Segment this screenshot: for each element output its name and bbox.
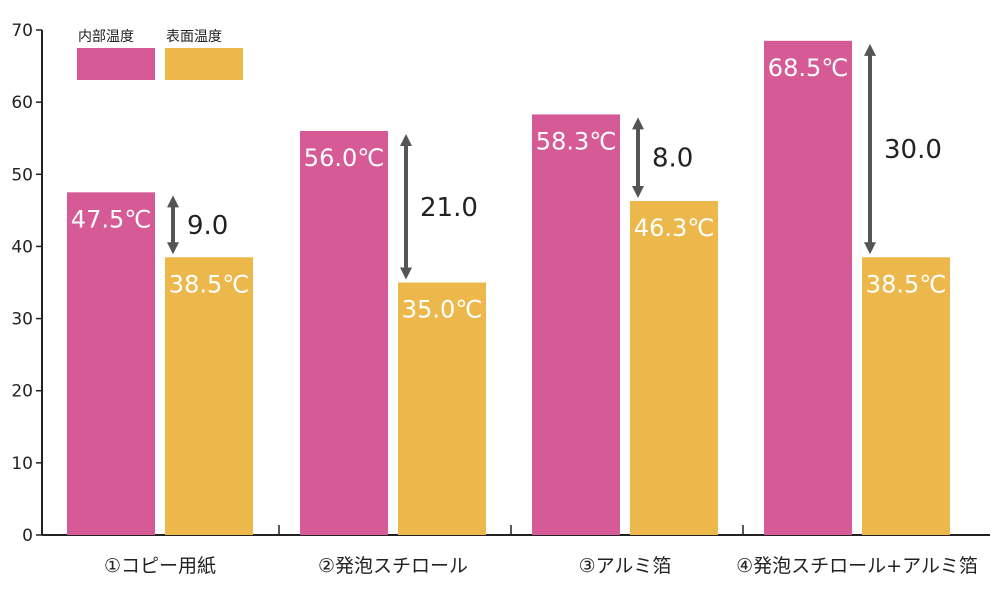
difference-arrows: 9.0 21.0 8.0 30.0 — [167, 43, 942, 280]
difference-arrow — [864, 43, 876, 255]
y-tick-label: 30 — [11, 310, 33, 330]
bar-value-label: 47.5℃ — [71, 205, 151, 233]
bar-value-label: 46.3℃ — [634, 214, 714, 242]
legend-swatch — [165, 48, 243, 80]
bar-internal — [532, 114, 620, 536]
difference-label: 9.0 — [187, 211, 228, 241]
bar-surface — [165, 257, 253, 535]
bar-value-label: 58.3℃ — [536, 127, 616, 155]
legend-label: 内部温度 — [78, 29, 134, 45]
difference-arrow — [400, 134, 412, 280]
bar-value-label: 38.5℃ — [169, 270, 249, 298]
bar-value-label: 56.0℃ — [304, 144, 384, 172]
difference-arrow — [167, 195, 179, 255]
legend: 内部温度 表面温度 — [77, 29, 243, 80]
x-category-label: ②発泡スチロール — [318, 555, 468, 577]
bar-value-label: 38.5℃ — [866, 270, 946, 298]
y-tick-label: 70 — [11, 21, 33, 41]
y-tick-label: 40 — [11, 237, 33, 257]
y-tick-label: 50 — [11, 165, 33, 185]
bar-surface — [630, 200, 718, 535]
bar-value-label: 35.0℃ — [402, 296, 482, 324]
bar-internal — [300, 131, 388, 535]
y-tick-label: 10 — [11, 454, 33, 474]
bar-surface — [862, 257, 950, 535]
difference-arrow — [632, 117, 644, 198]
difference-label: 21.0 — [420, 193, 478, 223]
legend-swatch — [77, 48, 155, 80]
x-category-label: ①コピー用紙 — [104, 555, 216, 577]
y-tick-label: 20 — [11, 382, 33, 402]
bar-internal — [67, 192, 155, 536]
bar-surface — [398, 282, 486, 535]
bar-internal — [764, 40, 852, 535]
bar-value-label: 68.5℃ — [768, 54, 848, 82]
difference-label: 30.0 — [884, 135, 942, 165]
y-tick-label: 0 — [22, 526, 33, 546]
legend-label: 表面温度 — [166, 29, 222, 45]
bars: 47.5℃ 38.5℃ ①コピー用紙 56.0℃ 35.0℃ ②発泡スチロール 58.3℃ 4… — [67, 40, 978, 577]
y-tick-label: 60 — [11, 93, 33, 113]
x-category-label: ④発泡スチロール+アルミ箔 — [736, 555, 978, 577]
difference-label: 8.0 — [652, 144, 693, 174]
x-category-label: ③アルミ箔 — [579, 555, 672, 577]
